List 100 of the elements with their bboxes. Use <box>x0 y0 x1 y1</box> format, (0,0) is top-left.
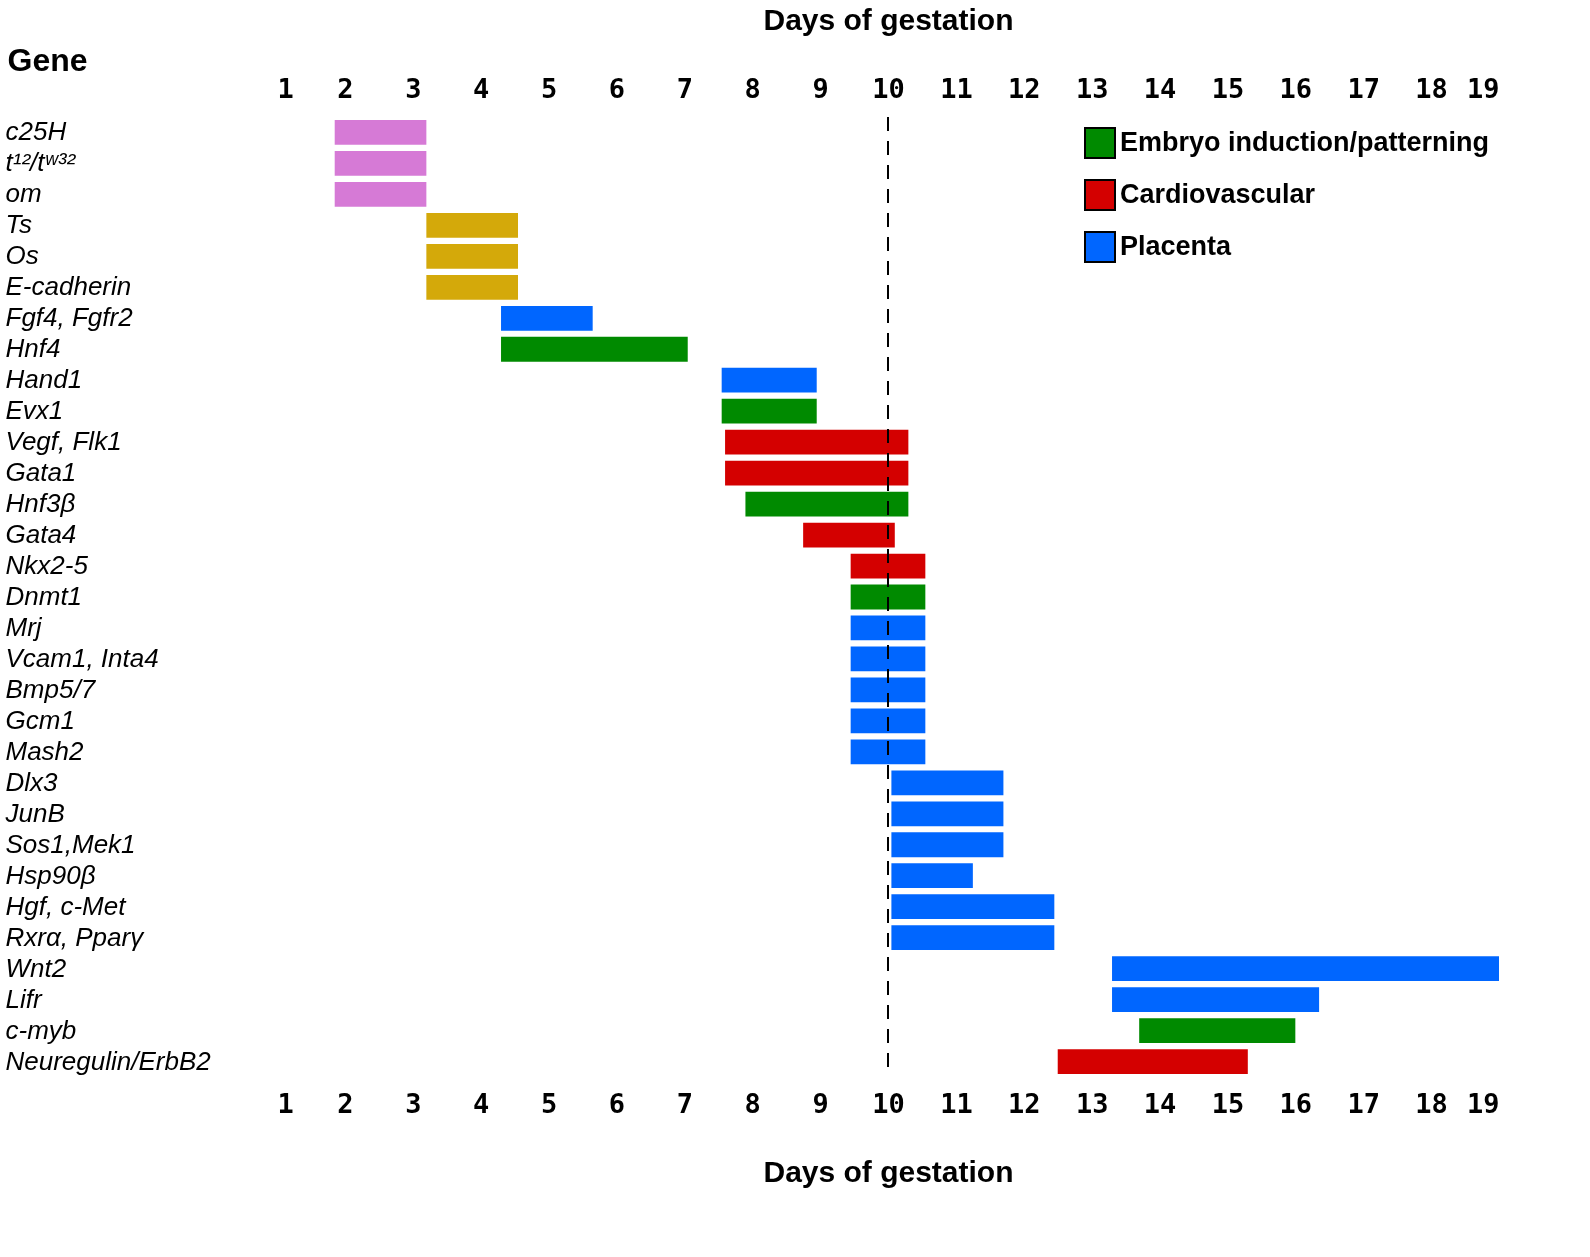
x-tick-label: 13 <box>1075 1087 1109 1119</box>
x2-tick-label: 12 <box>1008 72 1041 104</box>
x2-tick-label: 14 <box>1143 72 1177 104</box>
y-tick-label: Vcam1, Inta4 <box>5 642 159 673</box>
x-tick-label: 7 <box>676 1087 693 1119</box>
y-tick-label: Sos1,Mek1 <box>5 828 136 859</box>
bar <box>721 367 817 393</box>
bar <box>891 832 1004 858</box>
x-tick-label: 10 <box>872 1087 905 1119</box>
y-tick-label: E-cadherin <box>5 271 132 302</box>
legend-label: Cardiovascular <box>1120 179 1316 209</box>
y-tick-label: Ts <box>5 209 32 240</box>
y-tick-label: Os <box>5 240 39 271</box>
x2-tick-label: 6 <box>608 72 626 104</box>
bar <box>1139 1018 1296 1043</box>
x-axis-title: Days of gestation <box>763 1154 1014 1188</box>
y-tick-label: Gcm1 <box>5 704 75 735</box>
x2-tick-label: 5 <box>540 72 558 104</box>
y-tick-label: t¹²/tʷ³² <box>5 147 77 178</box>
bar <box>891 894 1055 920</box>
x2-tick-label: 1 <box>277 72 294 104</box>
y-tick-label: Mrj <box>5 611 43 642</box>
bar <box>334 182 427 207</box>
x-tick-label: 15 <box>1211 1087 1245 1119</box>
bar <box>850 615 926 641</box>
y-tick-label: c-myb <box>5 1014 77 1045</box>
x2-tick-label: 18 <box>1415 72 1448 104</box>
x-tick-label: 1 <box>277 1087 294 1119</box>
x-tick-label: 18 <box>1415 1087 1448 1119</box>
x2-tick-label: 4 <box>473 72 490 104</box>
bar <box>891 925 1055 951</box>
bar <box>745 491 909 517</box>
bar <box>850 739 926 765</box>
x2-tick-label: 16 <box>1279 72 1313 104</box>
y-tick-label: JunB <box>4 797 65 828</box>
y-axis-title: Gene <box>7 41 88 78</box>
x-tick-label: 6 <box>608 1087 626 1119</box>
bar <box>891 801 1004 827</box>
x-tick-label: 9 <box>812 1087 829 1119</box>
bar <box>1112 987 1320 1012</box>
x2-tick-label: 17 <box>1347 72 1380 104</box>
x2-tick-label: 3 <box>405 72 422 104</box>
bar <box>850 584 926 610</box>
x-tick-label: 19 <box>1466 1087 1500 1119</box>
bar <box>891 770 1004 796</box>
x-tick-label: 17 <box>1347 1087 1380 1119</box>
y-tick-label: Neuregulin/ErbB2 <box>5 1045 212 1076</box>
x-tick-label: 5 <box>540 1087 558 1119</box>
x2-tick-label: 15 <box>1211 72 1245 104</box>
bar <box>721 398 817 424</box>
y-tick-label: Hnf4 <box>5 333 61 364</box>
bar <box>501 305 593 331</box>
y-tick-label: Mash2 <box>5 735 85 766</box>
bar <box>426 243 519 269</box>
y-tick-label: Evx1 <box>5 395 64 426</box>
x2-tick-label: 13 <box>1075 72 1109 104</box>
x2-tick-label: 11 <box>940 72 973 104</box>
y-tick-label: Hand1 <box>5 364 83 395</box>
x-tick-label: 8 <box>744 1087 761 1119</box>
bar <box>850 646 926 672</box>
bar <box>501 336 688 362</box>
y-tick-label: c25H <box>5 116 67 147</box>
bar <box>426 274 519 300</box>
bar <box>1057 1049 1248 1074</box>
y-tick-label: Dnmt1 <box>5 581 83 611</box>
x2-tick-label: 8 <box>744 72 761 104</box>
x2-axis-title: Days of gestation <box>763 2 1014 36</box>
bar <box>334 120 427 145</box>
bar <box>850 677 926 703</box>
bar <box>850 708 926 734</box>
y-tick-label: Hsp90β <box>5 859 96 890</box>
y-tick-label: Fgf4, Fgfr2 <box>5 302 134 333</box>
bar <box>725 429 909 455</box>
y-tick-label: Wnt2 <box>5 952 67 983</box>
x2-tick-label: 2 <box>337 72 354 104</box>
y-tick-label: Hnf3β <box>5 488 76 519</box>
y-tick-label: Dlx3 <box>5 766 59 797</box>
x-tick-label: 3 <box>405 1087 422 1119</box>
bar <box>891 863 973 889</box>
y-tick-label: Gata1 <box>5 457 77 488</box>
legend-label: Placenta <box>1120 231 1233 261</box>
x-tick-label: 11 <box>940 1087 973 1119</box>
y-tick-label: Nkx2-5 <box>5 550 89 581</box>
y-tick-label: Gata4 <box>5 519 77 550</box>
bar <box>334 151 427 176</box>
x-tick-label: 2 <box>337 1087 354 1119</box>
y-tick-label: Lifr <box>5 983 43 1014</box>
x2-tick-label: 7 <box>676 72 693 104</box>
x-tick-label: 4 <box>473 1087 490 1119</box>
x2-tick-label: 9 <box>812 72 829 104</box>
y-tick-label: Rxrα, Pparγ <box>5 921 146 952</box>
legend-label: Embryo induction/patterning <box>1120 127 1489 157</box>
bar <box>1112 956 1499 981</box>
x-tick-label: 16 <box>1279 1087 1313 1119</box>
bar <box>426 213 519 238</box>
y-tick-label: Vegf, Flk1 <box>5 426 122 457</box>
x2-tick-label: 19 <box>1466 72 1500 104</box>
y-tick-label: om <box>5 178 42 209</box>
bar <box>725 460 909 486</box>
x-tick-label: 12 <box>1008 1087 1041 1119</box>
